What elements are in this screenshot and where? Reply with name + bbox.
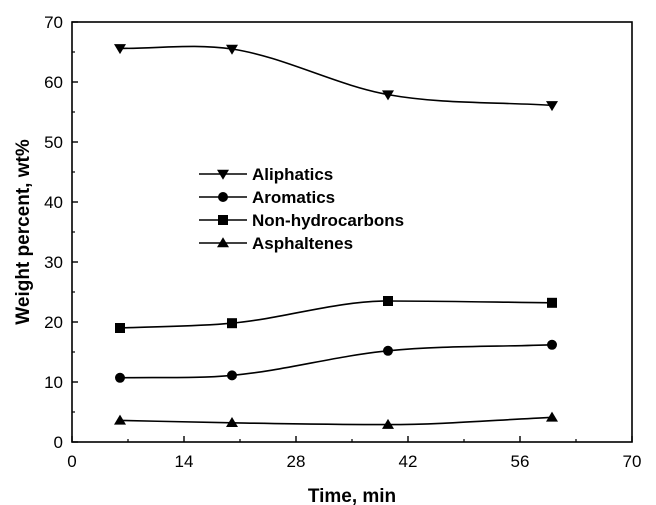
triangle-down-marker bbox=[226, 44, 238, 55]
series-layer bbox=[114, 44, 558, 429]
square-marker bbox=[115, 323, 125, 333]
circle-marker bbox=[218, 192, 228, 202]
square-marker bbox=[547, 297, 557, 308]
legend-label-aliphatics: Aliphatics bbox=[252, 165, 333, 184]
x-tick-label: 42 bbox=[399, 452, 418, 471]
y-tick-label: 10 bbox=[44, 373, 63, 392]
y-tick-label: 50 bbox=[44, 133, 63, 152]
y-axis-title: Weight percent, wt% bbox=[13, 139, 34, 325]
y-tick-label: 30 bbox=[44, 253, 63, 272]
asphaltenes-line bbox=[119, 416, 553, 426]
triangle-down-marker bbox=[217, 169, 229, 180]
circle-marker bbox=[115, 372, 125, 383]
x-tick-label: 28 bbox=[287, 452, 306, 471]
y-tick-label: 70 bbox=[44, 13, 63, 32]
triangle-up-marker bbox=[546, 411, 558, 422]
y-tick-label: 0 bbox=[54, 433, 63, 452]
square-marker bbox=[218, 215, 228, 225]
non-hydrocarbons-line bbox=[119, 300, 553, 329]
y-tick-label: 60 bbox=[44, 73, 63, 92]
legend-label-aromatics: Aromatics bbox=[252, 188, 335, 207]
circle-marker bbox=[383, 345, 393, 356]
x-axis-title: Time, min bbox=[308, 486, 396, 505]
circle-marker bbox=[227, 370, 237, 381]
legend: Aliphatics Aromatics Non-hydrocarbons Aspha… bbox=[199, 165, 404, 253]
legend-label-asphaltenes: Asphaltenes bbox=[252, 234, 353, 253]
y-tick-label: 40 bbox=[44, 193, 63, 212]
x-ticks: 0 14 28 42 56 70 bbox=[67, 436, 641, 471]
aromatics-line bbox=[119, 344, 553, 379]
square-marker bbox=[383, 296, 393, 306]
square-marker bbox=[227, 318, 237, 329]
legend-label-non-hydrocarbons: Non-hydrocarbons bbox=[252, 211, 404, 230]
y-tick-label: 20 bbox=[44, 313, 63, 332]
aliphatics-line bbox=[119, 45, 553, 107]
triangle-up-marker bbox=[382, 418, 394, 429]
triangle-down-marker bbox=[382, 90, 394, 101]
triangle-up-marker bbox=[217, 237, 229, 248]
triangle-down-marker bbox=[114, 44, 126, 55]
circle-marker bbox=[547, 339, 557, 350]
x-tick-label: 14 bbox=[175, 452, 194, 471]
y-ticks: 0 10 20 30 40 50 60 70 bbox=[44, 13, 78, 452]
x-tick-label: 56 bbox=[511, 452, 530, 471]
triangle-up-marker bbox=[114, 414, 126, 425]
x-tick-label: 70 bbox=[623, 452, 642, 471]
triangle-down-marker bbox=[546, 101, 558, 112]
x-tick-label: 0 bbox=[67, 452, 76, 471]
triangle-up-marker bbox=[226, 417, 238, 428]
